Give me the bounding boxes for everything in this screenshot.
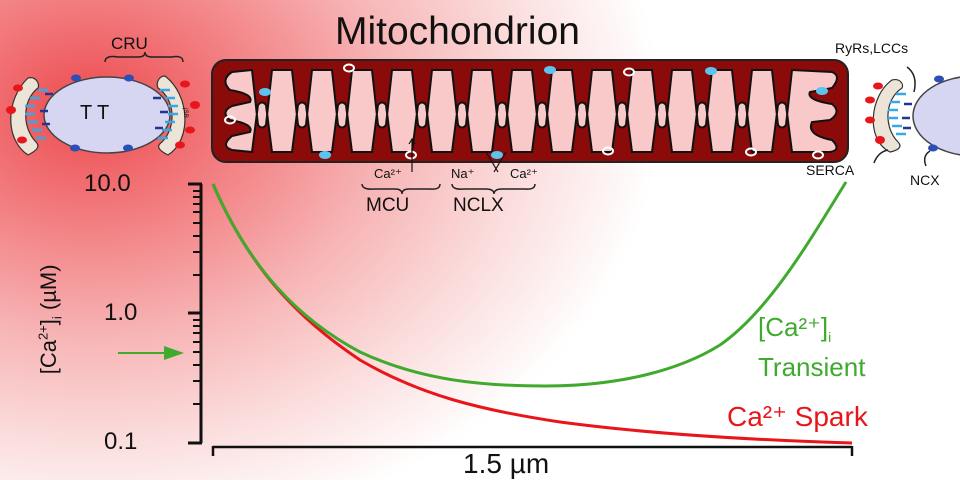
mcu-ion-label: Ca²⁺ (374, 166, 402, 181)
y-minor-ticks (193, 190, 201, 405)
x-axis (211, 445, 854, 456)
jsr-label: jSR (181, 108, 188, 118)
mitochondrion-icon (211, 59, 849, 195)
mcu-label: MCU (366, 195, 410, 216)
cru-label: CRU (111, 34, 148, 53)
right-cru-icon (865, 66, 960, 167)
nclx-na-label: Na⁺ (451, 166, 475, 181)
page-title: Mitochondrion (335, 10, 580, 53)
ytick-1: 1.0 (104, 299, 138, 326)
nclx-label: NCLX (453, 195, 504, 216)
left-cru-icon (6, 51, 200, 156)
tt-label: T T (80, 102, 110, 124)
ncx-label: NCX (910, 172, 940, 188)
serca-label: SERCA (806, 162, 855, 178)
ytick-10: 10.0 (84, 170, 131, 197)
legend-spark: Ca²⁺ Spark (727, 401, 868, 432)
transient-curve (211, 181, 848, 388)
nclx-ca-label: Ca²⁺ (510, 166, 538, 181)
y-axis (188, 182, 203, 445)
ytick-01: 0.1 (104, 428, 138, 455)
x-axis-label: 1.5 µm (463, 448, 550, 479)
y-axis-label: [Ca2+]i (µM) (35, 264, 65, 375)
baseline-arrow-icon (118, 346, 184, 360)
ryrs-lccs-label: RyRs,LCCs (835, 40, 909, 56)
legend-transient: [Ca²⁺]i Transient (758, 312, 866, 383)
